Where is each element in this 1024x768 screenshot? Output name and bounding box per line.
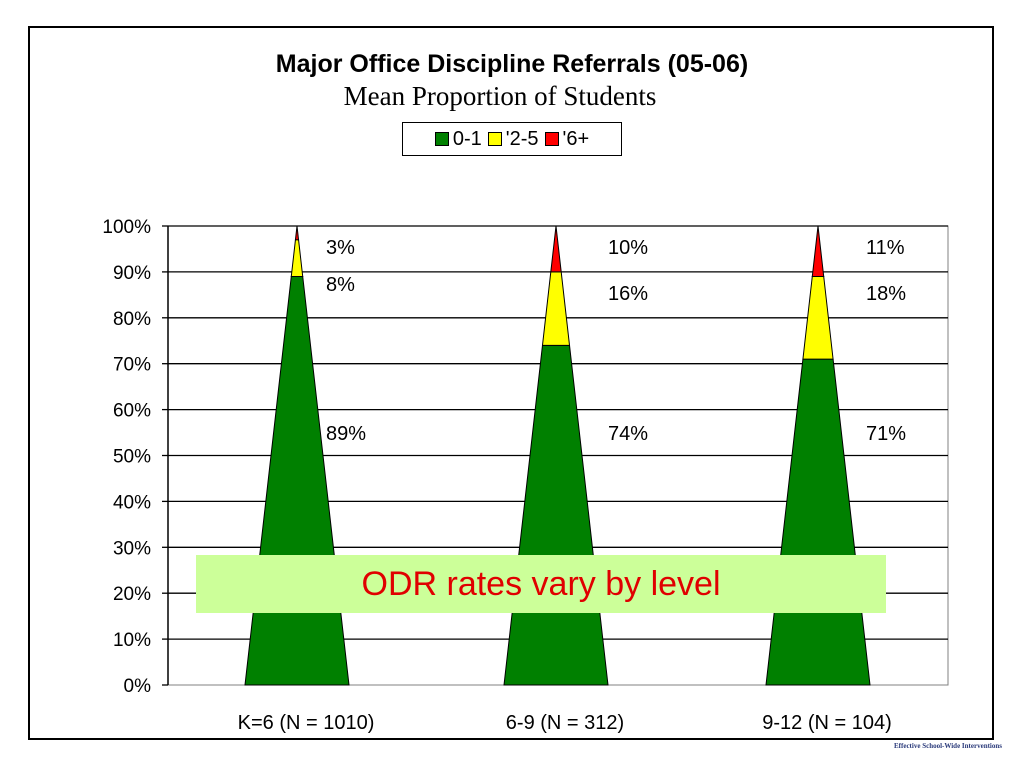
data-label: 11% <box>866 237 905 259</box>
legend-item-0-1: 0-1 <box>434 127 482 151</box>
y-tick-label: 10% <box>113 630 151 651</box>
x-category-label: 6-9 (N = 312) <box>506 712 624 734</box>
data-label: 10% <box>608 237 648 259</box>
data-label: 16% <box>608 283 648 305</box>
legend-label-0-1: 0-1 <box>452 127 482 150</box>
footer-caption: Effective School-Wide Interventions <box>894 742 1002 750</box>
y-tick-label: 90% <box>113 263 151 284</box>
data-label: 71% <box>866 423 906 445</box>
cone-segment-6-plus <box>550 225 562 273</box>
legend-label-2-5: '2-5 <box>505 127 539 150</box>
callout-banner: ODR rates vary by level <box>196 555 886 613</box>
y-tick-label: 40% <box>113 492 151 513</box>
y-tick-label: 30% <box>113 538 151 559</box>
y-tick-label: 0% <box>124 676 152 697</box>
y-tick-label: 20% <box>113 584 151 605</box>
y-tick-label: 60% <box>113 401 151 422</box>
legend-item-2-5: '2-5 <box>487 127 539 151</box>
cone-segment-6-plus <box>294 225 300 241</box>
legend-swatch-0-1 <box>434 132 449 146</box>
chart-title: Major Office Discipline Referrals (05-06… <box>275 50 749 78</box>
y-tick-label: 80% <box>113 309 151 330</box>
chart-subtitle: Mean Proportion of Students <box>343 81 657 111</box>
data-label: 3% <box>326 237 355 259</box>
legend-swatch-2-5 <box>487 132 502 146</box>
data-label: 89% <box>326 423 366 445</box>
y-tick-label: 50% <box>113 447 151 468</box>
cone-segment-6-plus <box>811 225 825 277</box>
data-label: 8% <box>326 274 355 296</box>
y-tick-label: 70% <box>113 355 151 376</box>
chart-legend: 0-1 '2-5 '6+ <box>402 122 622 156</box>
x-category-label: 9-12 (N = 104) <box>762 712 892 734</box>
legend-item-6-plus: '6+ <box>544 127 590 151</box>
data-label: 74% <box>608 423 648 445</box>
y-tick-label: 100% <box>102 217 151 238</box>
x-category-label: K=6 (N = 1010) <box>238 712 375 734</box>
data-label: 18% <box>866 283 906 305</box>
legend-label-6-plus: '6+ <box>562 127 590 150</box>
legend-swatch-6-plus <box>544 132 559 146</box>
